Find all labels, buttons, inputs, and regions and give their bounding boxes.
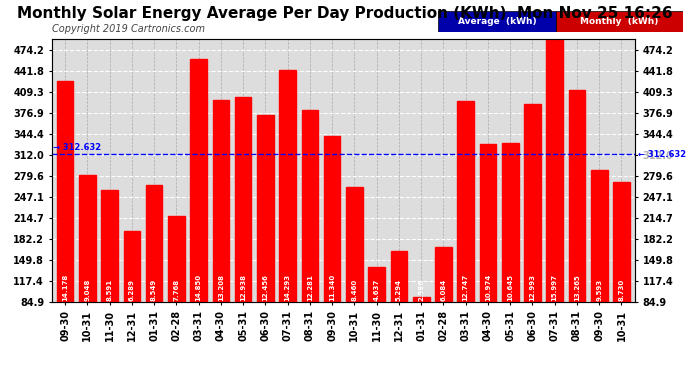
Text: Copyright 2019 Cartronics.com: Copyright 2019 Cartronics.com	[52, 24, 205, 34]
Text: 10.645: 10.645	[507, 274, 513, 301]
Bar	[435, 246, 452, 357]
Text: 14.178: 14.178	[62, 274, 68, 301]
Bar	[346, 187, 363, 357]
Text: Monthly Solar Energy Average Per Day Production (KWh)  Mon Nov 25 16:26: Monthly Solar Energy Average Per Day Pro…	[17, 6, 673, 21]
Text: 4.637: 4.637	[374, 279, 380, 301]
Text: Average  (kWh): Average (kWh)	[457, 17, 536, 26]
Bar	[257, 115, 274, 357]
Bar	[57, 81, 73, 357]
Bar	[555, 11, 683, 32]
Text: 15.997: 15.997	[552, 274, 558, 301]
Bar	[480, 144, 496, 357]
Text: ← 312.632: ← 312.632	[638, 150, 686, 159]
Text: 12.993: 12.993	[529, 274, 535, 301]
Bar	[413, 297, 429, 357]
Text: 6.084: 6.084	[440, 279, 446, 301]
Text: Monthly  (kWh): Monthly (kWh)	[580, 17, 658, 26]
Bar	[302, 110, 318, 357]
Text: 8.730: 8.730	[618, 279, 624, 301]
Text: 8.460: 8.460	[351, 279, 357, 301]
Bar	[324, 136, 340, 357]
Bar	[569, 90, 585, 357]
Text: 13.208: 13.208	[218, 274, 224, 301]
Text: 8.591: 8.591	[107, 279, 112, 301]
Bar	[591, 170, 607, 357]
Bar	[502, 143, 518, 357]
Bar	[146, 185, 162, 357]
Bar	[190, 58, 207, 357]
Bar	[613, 182, 630, 357]
Bar	[279, 70, 296, 357]
Bar	[101, 190, 118, 357]
Text: 10.974: 10.974	[485, 274, 491, 301]
Bar	[124, 231, 140, 357]
Bar	[524, 104, 541, 357]
Bar	[235, 97, 251, 357]
Bar	[168, 216, 185, 357]
Bar	[546, 36, 563, 357]
Text: 14.293: 14.293	[285, 274, 290, 301]
Text: 12.281: 12.281	[307, 274, 313, 301]
Text: 2.986: 2.986	[418, 279, 424, 301]
Text: 12.938: 12.938	[240, 274, 246, 301]
Bar	[79, 175, 96, 357]
Bar	[457, 101, 474, 357]
Bar	[213, 100, 229, 357]
Text: 12.456: 12.456	[262, 274, 268, 301]
Text: 9.593: 9.593	[596, 279, 602, 301]
Text: 9.048: 9.048	[84, 279, 90, 301]
Text: 6.289: 6.289	[129, 279, 135, 301]
Text: 5.294: 5.294	[396, 279, 402, 301]
Bar	[391, 251, 407, 357]
Text: → 312.632: → 312.632	[53, 143, 101, 152]
Text: 14.850: 14.850	[196, 274, 201, 301]
Text: 8.549: 8.549	[151, 279, 157, 301]
Text: 13.265: 13.265	[574, 274, 580, 301]
Text: 11.340: 11.340	[329, 274, 335, 301]
Text: 12.747: 12.747	[463, 274, 469, 301]
Bar	[368, 267, 385, 357]
Bar	[438, 11, 555, 32]
Text: 7.768: 7.768	[173, 279, 179, 301]
